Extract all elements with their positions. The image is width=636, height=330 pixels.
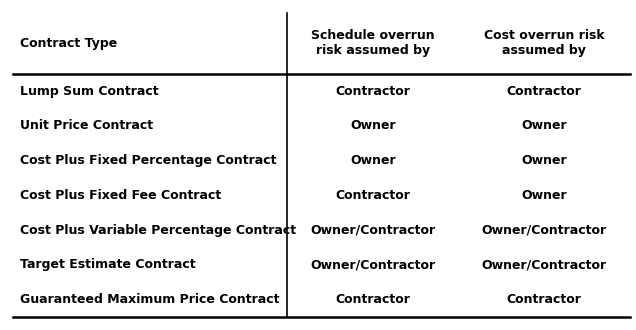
Text: Owner: Owner bbox=[350, 154, 396, 167]
Text: Contractor: Contractor bbox=[335, 85, 410, 98]
Text: Owner: Owner bbox=[521, 189, 567, 202]
Text: Target Estimate Contract: Target Estimate Contract bbox=[20, 258, 196, 271]
Text: Owner: Owner bbox=[521, 154, 567, 167]
Text: Owner/Contractor: Owner/Contractor bbox=[481, 258, 607, 271]
Text: Contractor: Contractor bbox=[506, 85, 581, 98]
Text: Contractor: Contractor bbox=[506, 293, 581, 306]
Text: Cost Plus Variable Percentage Contract: Cost Plus Variable Percentage Contract bbox=[20, 224, 296, 237]
Text: Owner: Owner bbox=[521, 119, 567, 132]
Text: Unit Price Contract: Unit Price Contract bbox=[20, 119, 153, 132]
Text: Lump Sum Contract: Lump Sum Contract bbox=[20, 85, 159, 98]
Text: Contractor: Contractor bbox=[335, 293, 410, 306]
Text: Contractor: Contractor bbox=[335, 189, 410, 202]
Text: Cost Plus Fixed Fee Contract: Cost Plus Fixed Fee Contract bbox=[20, 189, 221, 202]
Text: Cost Plus Fixed Percentage Contract: Cost Plus Fixed Percentage Contract bbox=[20, 154, 277, 167]
Text: Owner: Owner bbox=[350, 119, 396, 132]
Text: Schedule overrun
risk assumed by: Schedule overrun risk assumed by bbox=[311, 29, 434, 57]
Text: Owner/Contractor: Owner/Contractor bbox=[310, 224, 435, 237]
Text: Contract Type: Contract Type bbox=[20, 37, 118, 50]
Text: Cost overrun risk
assumed by: Cost overrun risk assumed by bbox=[483, 29, 604, 57]
Text: Owner/Contractor: Owner/Contractor bbox=[310, 258, 435, 271]
Text: Owner/Contractor: Owner/Contractor bbox=[481, 224, 607, 237]
Text: Guaranteed Maximum Price Contract: Guaranteed Maximum Price Contract bbox=[20, 293, 280, 306]
